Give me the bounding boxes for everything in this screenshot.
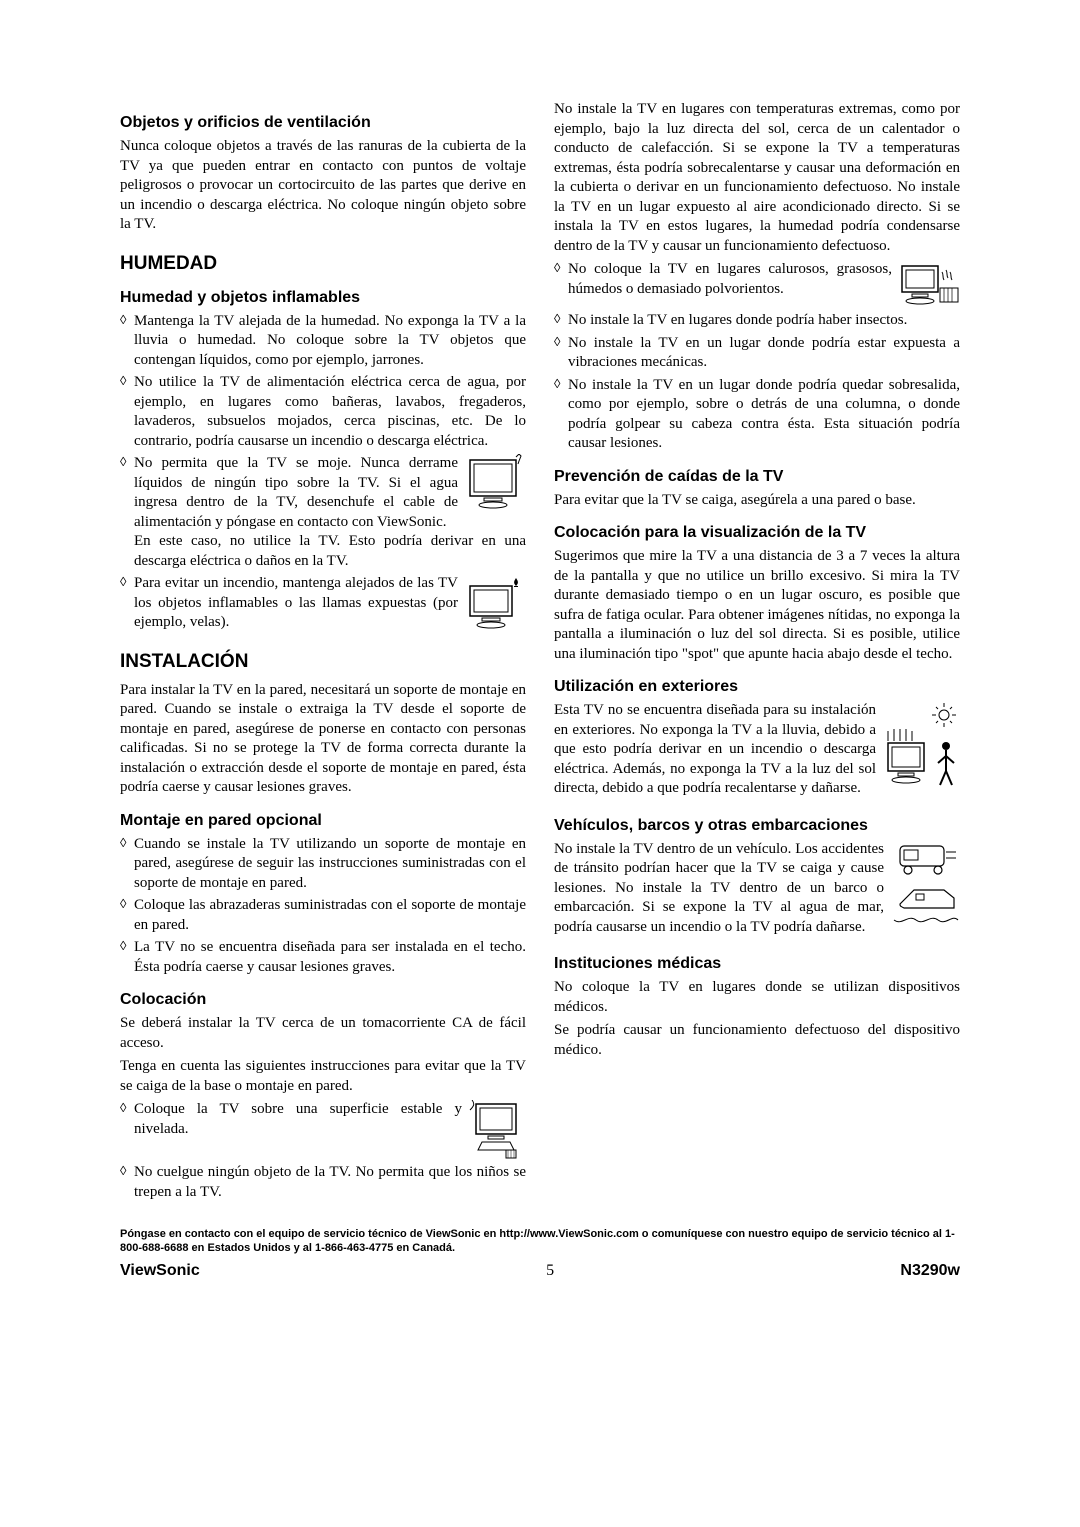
bullet-text: Cuando se instale la TV utilizando un so… (134, 835, 526, 894)
tv-stand-icon (468, 1100, 526, 1160)
bullet-humedad-1: ◊ No utilice la TV de alimentación eléct… (120, 373, 526, 451)
heading-medicas: Instituciones médicas (554, 955, 960, 973)
bullet-text: No instale la TV en un lugar donde podrí… (568, 376, 960, 454)
para-vehiculos: No instale la TV dentro de un vehículo. … (554, 840, 884, 938)
page-number: 5 (546, 1262, 554, 1280)
bullet-text-cont: En este caso, no utilice la TV. Esto pod… (134, 532, 526, 571)
diamond-icon: ◊ (120, 312, 134, 371)
bullet-humedad-0: ◊ Mantenga la TV alejada de la humedad. … (120, 312, 526, 371)
bullet-text: No permita que la TV se moje. Nunca derr… (134, 454, 458, 532)
heading-colocacion: Colocación (120, 991, 526, 1009)
diamond-icon: ◊ (554, 376, 568, 454)
bullet-colocacion-1: ◊ No cuelgue ningún objeto de la TV. No … (120, 1163, 526, 1202)
para-instalacion: Para instalar la TV en la pared, necesit… (120, 681, 526, 798)
bullet-montaje-1: ◊ Coloque las abrazaderas suministradas … (120, 896, 526, 935)
bullet-text: Coloque la TV sobre una superficie estab… (134, 1100, 462, 1139)
diamond-icon: ◊ (120, 1163, 134, 1202)
diamond-icon: ◊ (120, 373, 134, 451)
para-colocacion-2: Tenga en cuenta las siguientes instrucci… (120, 1057, 526, 1096)
left-column: Objetos y orificios de ventilación Nunca… (120, 100, 526, 1205)
footer-bar: ViewSonic 5 N3290w (120, 1262, 960, 1280)
diamond-icon: ◊ (120, 454, 134, 571)
bullet-text: Coloque las abrazaderas suministradas co… (134, 896, 526, 935)
vehicle-boat-icon (890, 840, 960, 932)
model-label: N3290w (900, 1262, 960, 1280)
tv-water-icon (464, 454, 526, 512)
heading-humedad: HUMEDAD (120, 253, 526, 275)
two-column-layout: Objetos y orificios de ventilación Nunca… (120, 100, 960, 1205)
bullet-colocacion-0: ◊ Coloque la TV sobre una superficie est… (120, 1100, 526, 1160)
bullet-text: No instale la TV en un lugar donde podrí… (568, 334, 960, 373)
bullet-text: La TV no se encuentra diseñada para ser … (134, 938, 526, 977)
heading-prevencion: Prevención de caídas de la TV (554, 468, 960, 486)
heading-humedad-sub: Humedad y objetos inflamables (120, 289, 526, 307)
diamond-icon: ◊ (554, 260, 568, 308)
bullet-text: No instale la TV en lugares donde podría… (568, 311, 960, 331)
para-objetos: Nunca coloque objetos a través de las ra… (120, 137, 526, 235)
bullet-text: No coloque la TV en lugares calurosos, g… (568, 260, 892, 299)
bullet-text: No utilice la TV de alimentación eléctri… (134, 373, 526, 451)
heading-montaje: Montaje en pared opcional (120, 812, 526, 830)
para-colocacion-1: Se deberá instalar la TV cerca de un tom… (120, 1014, 526, 1053)
right-column: No instale la TV en lugares con temperat… (554, 100, 960, 1205)
heading-vehiculos: Vehículos, barcos y otras embarcaciones (554, 817, 960, 835)
bullet-top-3: ◊ No instale la TV en un lugar donde pod… (554, 376, 960, 454)
tv-fire-icon (464, 574, 526, 632)
heading-instalacion: INSTALACIÓN (120, 651, 526, 673)
diamond-icon: ◊ (120, 896, 134, 935)
heading-exterior: Utilización en exteriores (554, 678, 960, 696)
diamond-icon: ◊ (120, 1100, 134, 1160)
bullet-montaje-2: ◊ La TV no se encuentra diseñada para se… (120, 938, 526, 977)
heading-coloc-vis: Colocación para la visualización de la T… (554, 524, 960, 542)
para-prevencion: Para evitar que la TV se caiga, asegúrel… (554, 491, 960, 511)
para-medicas-1: No coloque la TV en lugares donde se uti… (554, 978, 960, 1017)
bullet-top-hot: ◊ No coloque la TV en lugares calurosos,… (554, 260, 960, 308)
tv-heat-icon (898, 260, 960, 308)
diamond-icon: ◊ (554, 334, 568, 373)
bullet-text: Mantenga la TV alejada de la humedad. No… (134, 312, 526, 371)
brand-label: ViewSonic (120, 1262, 200, 1280)
para-exterior: Esta TV no se encuentra diseñada para su… (554, 701, 876, 799)
footer-note: Póngase en contacto con el equipo de ser… (120, 1227, 960, 1256)
bullet-top-insect: ◊ No instale la TV en lugares donde podr… (554, 311, 960, 331)
heading-objetos: Objetos y orificios de ventilación (120, 114, 526, 132)
diamond-icon: ◊ (120, 574, 134, 633)
bullet-text: Para evitar un incendio, mantenga alejad… (134, 574, 458, 633)
bullet-montaje-0: ◊ Cuando se instale la TV utilizando un … (120, 835, 526, 894)
bullet-text: No cuelgue ningún objeto de la TV. No pe… (134, 1163, 526, 1202)
bullet-humedad-fire: ◊ Para evitar un incendio, mantenga alej… (120, 574, 526, 633)
tv-rain-sun-icon (882, 701, 960, 791)
diamond-icon: ◊ (554, 311, 568, 331)
diamond-icon: ◊ (120, 938, 134, 977)
para-top: No instale la TV en lugares con temperat… (554, 100, 960, 256)
bullet-humedad-tv: ◊ No permita que la TV se moje. Nunca de… (120, 454, 526, 571)
diamond-icon: ◊ (120, 835, 134, 894)
para-medicas-2: Se podría causar un funcionamiento defec… (554, 1021, 960, 1060)
para-coloc-vis: Sugerimos que mire la TV a una distancia… (554, 547, 960, 664)
bullet-top-2: ◊ No instale la TV en un lugar donde pod… (554, 334, 960, 373)
